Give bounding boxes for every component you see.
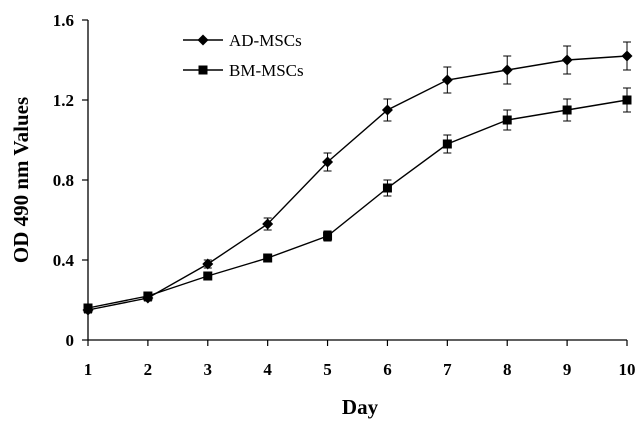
diamond-marker [441, 74, 453, 86]
y-axis-title: OD 490 nm Values [9, 97, 33, 263]
diamond-marker [262, 218, 274, 230]
diamond-marker [197, 34, 209, 46]
diamond-marker [202, 258, 214, 270]
x-tick-label: 8 [503, 360, 512, 379]
diamond-marker [561, 54, 573, 66]
legend-item-bm-mscs: BM-MSCs [183, 61, 304, 80]
x-tick-label: 5 [323, 360, 332, 379]
diamond-marker [381, 104, 393, 116]
series-bm-mscs [83, 87, 632, 313]
x-tick-label: 2 [144, 360, 153, 379]
diamond-marker [621, 50, 633, 62]
series-layer [82, 41, 633, 316]
x-tick-label: 7 [443, 360, 452, 379]
x-tick-label: 4 [263, 360, 272, 379]
x-tick-labels: 1 2 3 4 5 6 7 8 9 10 [84, 360, 636, 379]
square-marker [562, 105, 572, 115]
legend-label: AD-MSCs [229, 31, 302, 50]
diamond-marker [322, 156, 334, 168]
square-marker [143, 291, 153, 301]
y-tick-label: 0.4 [53, 251, 75, 270]
square-marker [502, 115, 512, 125]
axes [82, 19, 628, 346]
legend: AD-MSCs BM-MSCs [183, 31, 304, 80]
series-line [87, 55, 628, 311]
square-marker [622, 95, 632, 105]
y-tick-label: 0 [66, 331, 75, 350]
square-marker [83, 303, 93, 313]
square-marker [382, 183, 392, 193]
y-tick-labels: 0 0.4 0.8 1.2 1.6 [53, 11, 75, 350]
legend-label: BM-MSCs [229, 61, 304, 80]
y-tick-label: 1.6 [53, 11, 74, 30]
square-marker [263, 253, 273, 263]
x-tick-label: 1 [84, 360, 93, 379]
y-tick-label: 1.2 [53, 91, 74, 110]
x-tick-label: 3 [204, 360, 213, 379]
legend-item-ad-mscs: AD-MSCs [183, 31, 302, 50]
square-marker [198, 65, 208, 75]
x-tick-label: 10 [619, 360, 636, 379]
x-tick-label: 6 [383, 360, 392, 379]
square-marker [323, 231, 333, 241]
series-ad-mscs [82, 41, 633, 316]
x-axis-title: Day [342, 395, 379, 419]
square-marker [203, 271, 213, 281]
square-marker [442, 139, 452, 149]
y-tick-label: 0.8 [53, 171, 74, 190]
x-tick-label: 9 [563, 360, 572, 379]
diamond-marker [501, 64, 513, 76]
series-line [87, 99, 628, 309]
